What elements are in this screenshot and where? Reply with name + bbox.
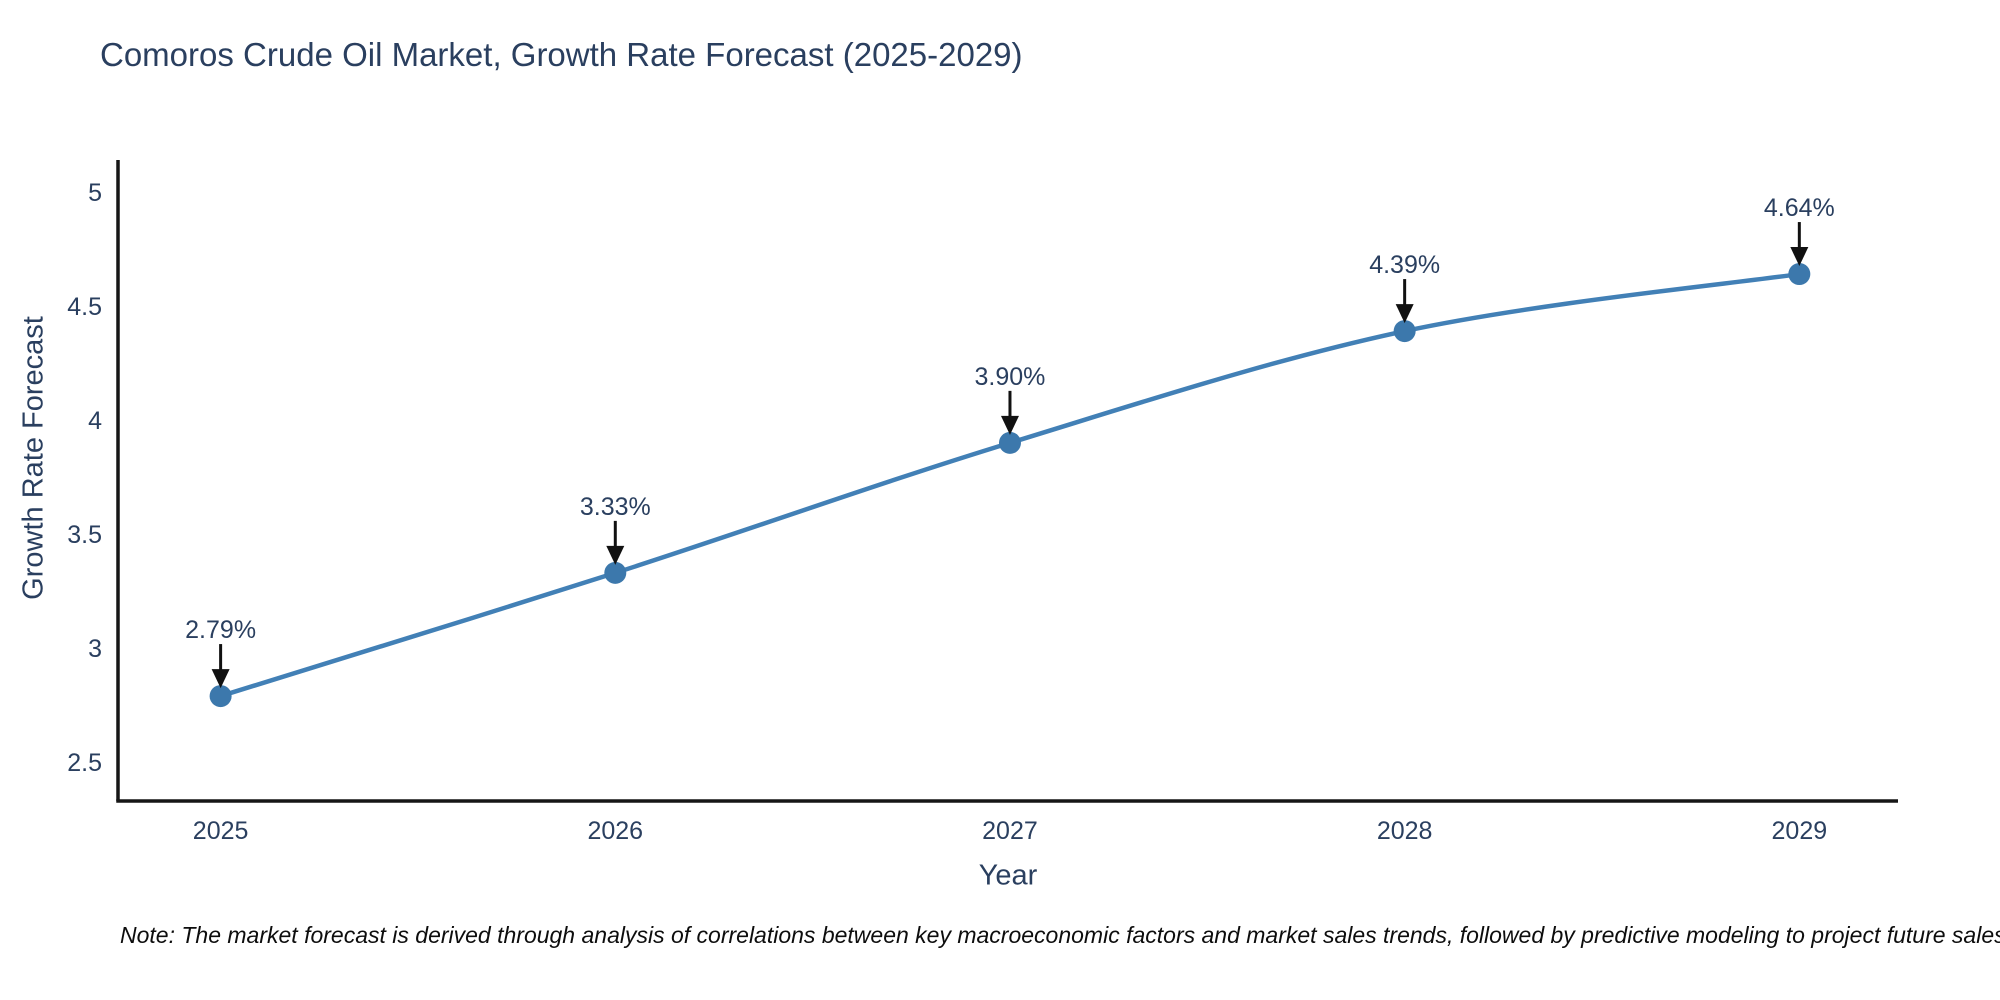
x-tick-label: 2026: [587, 817, 643, 845]
y-tick-label: 2.5: [67, 749, 102, 777]
x-tick-label: 2029: [1772, 817, 1828, 845]
point-label: 3.90%: [975, 363, 1046, 391]
y-tick-label: 3: [88, 635, 102, 663]
y-tick-label: 5: [88, 179, 102, 207]
annotation-arrow-head: [1790, 247, 1809, 267]
data-point-marker[interactable]: [1393, 320, 1416, 343]
data-point-marker[interactable]: [209, 685, 232, 708]
point-label: 4.39%: [1369, 251, 1440, 279]
x-tick-label: 2027: [982, 817, 1038, 845]
y-tick-label: 3.5: [67, 521, 102, 549]
x-axis-title: Year: [978, 859, 1038, 892]
x-tick-label: 2025: [193, 817, 249, 845]
point-label: 3.33%: [580, 493, 651, 521]
y-tick-label: 4: [88, 407, 102, 435]
data-point-marker[interactable]: [604, 561, 627, 584]
data-point-marker[interactable]: [1788, 263, 1811, 286]
annotation-arrow-head: [211, 669, 230, 689]
series-line: [218, 271, 1802, 699]
y-tick-label: 4.5: [67, 293, 102, 321]
annotation-arrow-head: [606, 545, 625, 565]
annotation-arrow-head: [1000, 415, 1019, 435]
footnote: Note: The market forecast is derived thr…: [120, 922, 2000, 948]
x-tick-label: 2028: [1377, 817, 1433, 845]
point-label: 4.64%: [1764, 194, 1835, 222]
annotation-arrow-head: [1395, 304, 1414, 324]
data-point-marker[interactable]: [998, 431, 1021, 454]
point-label: 2.79%: [185, 616, 256, 644]
chart-title: Comoros Crude Oil Market, Growth Rate Fo…: [100, 36, 1023, 73]
